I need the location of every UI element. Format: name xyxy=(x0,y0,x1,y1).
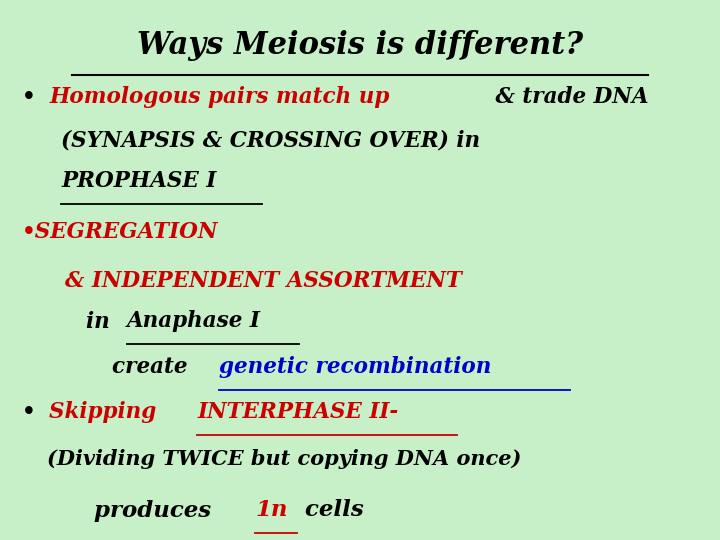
Text: (Dividing TWICE but copying DNA once): (Dividing TWICE but copying DNA once) xyxy=(47,449,521,469)
Text: •: • xyxy=(22,401,43,423)
Text: (SYNAPSIS & CROSSING OVER) in: (SYNAPSIS & CROSSING OVER) in xyxy=(61,130,480,152)
Text: & INDEPENDENT ASSORTMENT: & INDEPENDENT ASSORTMENT xyxy=(65,270,462,292)
Text: PROPHASE I: PROPHASE I xyxy=(61,170,217,192)
Text: •SEGREGATION: •SEGREGATION xyxy=(22,221,218,244)
Text: Ways Meiosis is different?: Ways Meiosis is different? xyxy=(137,30,583,60)
Text: & trade DNA: & trade DNA xyxy=(488,86,649,109)
Text: Skipping: Skipping xyxy=(49,401,163,423)
Text: •: • xyxy=(22,86,43,109)
Text: INTERPHASE II-: INTERPHASE II- xyxy=(197,401,398,423)
Text: in: in xyxy=(86,310,117,333)
Text: Anaphase I: Anaphase I xyxy=(127,310,261,333)
Text: genetic recombination: genetic recombination xyxy=(219,356,491,379)
Text: create: create xyxy=(112,356,194,379)
Text: Homologous pairs match up: Homologous pairs match up xyxy=(49,86,390,109)
Text: cells: cells xyxy=(297,500,364,522)
Text: 1n: 1n xyxy=(255,500,287,522)
Text: produces: produces xyxy=(94,500,219,522)
